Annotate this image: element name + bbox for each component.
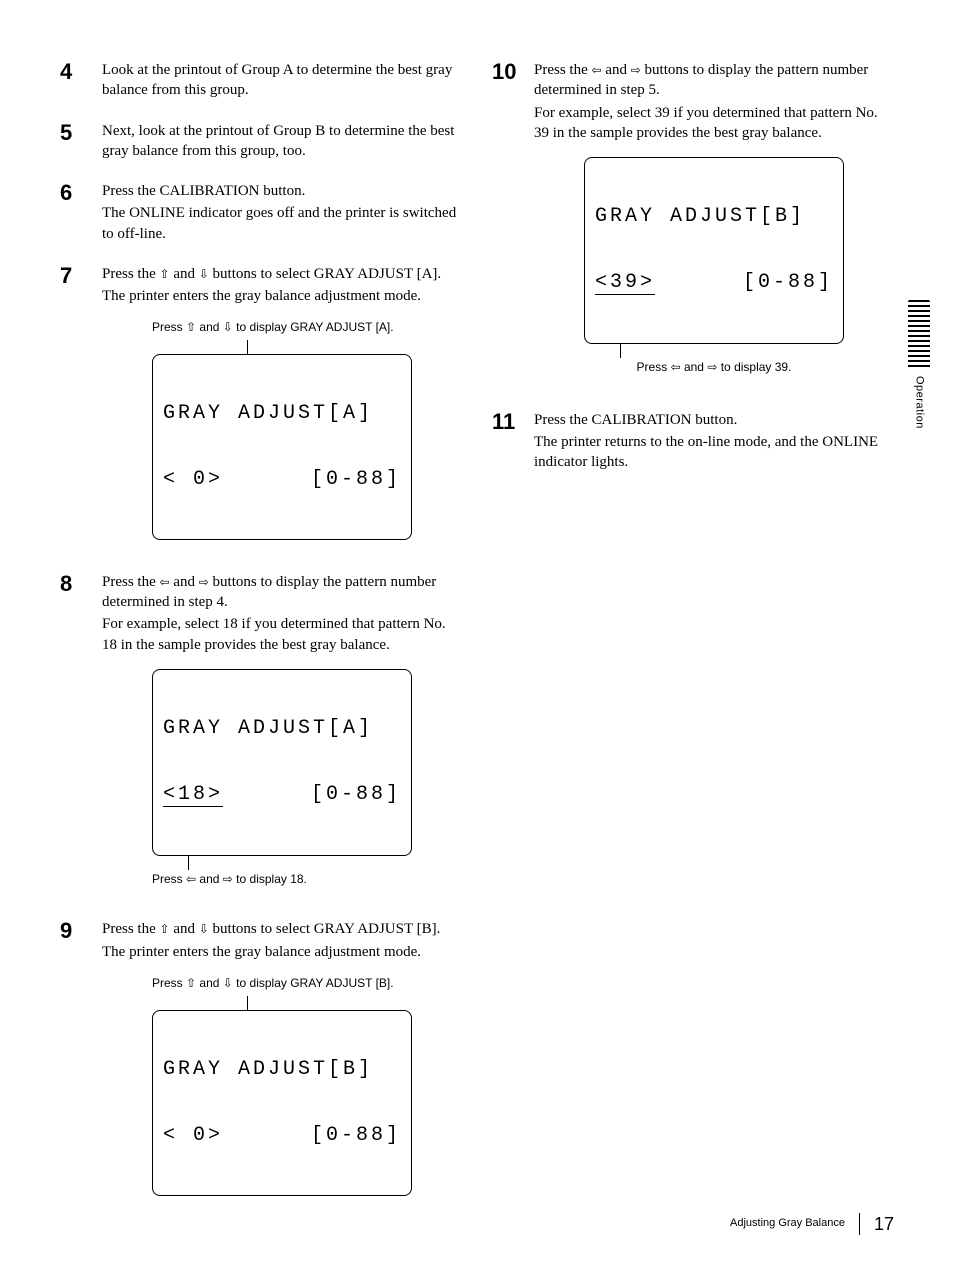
- step-body: Next, look at the printout of Group B to…: [102, 121, 462, 164]
- lcd-range: [0-88]: [743, 272, 833, 295]
- lcd-display: GRAY ADJUST[B] <39> [0-88]: [584, 157, 844, 344]
- diagram-caption: Press ⇦ and ⇨ to display 39.: [584, 360, 844, 376]
- footer-section-title: Adjusting Gray Balance: [730, 1216, 845, 1231]
- up-arrow-icon: ⇧: [186, 976, 196, 992]
- left-arrow-icon: ⇦: [160, 574, 170, 590]
- step-body: Press the ⇧ and ⇩ buttons to select GRAY…: [102, 919, 462, 1201]
- lcd-line1: GRAY ADJUST[B]: [595, 206, 833, 228]
- lcd-diagram-9: Press ⇧ and ⇩ to display GRAY ADJUST [B]…: [152, 976, 412, 1196]
- step-number: 9: [60, 919, 102, 1201]
- diagram-caption: Press ⇧ and ⇩ to display GRAY ADJUST [A]…: [152, 320, 412, 336]
- tab-stripes-icon: [908, 300, 930, 370]
- lcd-line1: GRAY ADJUST[A]: [163, 403, 401, 425]
- step-text: Press the ⇧ and ⇩ buttons to select GRAY…: [102, 264, 462, 284]
- right-arrow-icon: ⇨: [223, 872, 233, 888]
- step-number: 7: [60, 264, 102, 546]
- step-10: 10 Press the ⇦ and ⇨ buttons to display …: [492, 60, 894, 382]
- side-thumb-tab: Operation: [908, 300, 930, 429]
- step-number: 11: [492, 410, 534, 475]
- pointer-line: [152, 996, 412, 1010]
- step-text: Press the CALIBRATION button.: [534, 410, 894, 430]
- lcd-diagram-10: GRAY ADJUST[B] <39> [0-88] Press ⇦ and ⇨ …: [584, 157, 844, 376]
- step-5: 5 Next, look at the printout of Group B …: [60, 121, 462, 164]
- lcd-value: < 0>: [163, 1125, 223, 1147]
- lcd-range: [0-88]: [311, 1125, 401, 1147]
- step-9: 9 Press the ⇧ and ⇩ buttons to select GR…: [60, 919, 462, 1201]
- step-number: 8: [60, 572, 102, 894]
- step-text: Look at the printout of Group A to deter…: [102, 60, 462, 101]
- lcd-diagram-7: Press ⇧ and ⇩ to display GRAY ADJUST [A]…: [152, 320, 412, 540]
- pointer-line: [152, 340, 412, 354]
- lcd-line1: GRAY ADJUST[B]: [163, 1059, 401, 1081]
- lcd-range: [0-88]: [311, 469, 401, 491]
- step-text: The printer enters the gray balance adju…: [102, 942, 462, 962]
- diagram-caption: Press ⇦ and ⇨ to display 18.: [152, 872, 412, 888]
- step-text: Press the ⇦ and ⇨ buttons to display the…: [534, 60, 894, 101]
- step-text: For example, select 18 if you determined…: [102, 614, 462, 655]
- lcd-line1: GRAY ADJUST[A]: [163, 718, 401, 740]
- lcd-value: < 0>: [163, 469, 223, 491]
- step-text: Press the CALIBRATION button.: [102, 181, 462, 201]
- left-column: 4 Look at the printout of Group A to det…: [60, 60, 462, 1220]
- pointer-line: [584, 344, 844, 358]
- step-11: 11 Press the CALIBRATION button. The pri…: [492, 410, 894, 475]
- down-arrow-icon: ⇩: [199, 266, 209, 282]
- lcd-value: <39>: [595, 272, 655, 295]
- diagram-caption: Press ⇧ and ⇩ to display GRAY ADJUST [B]…: [152, 976, 412, 992]
- lcd-diagram-8: GRAY ADJUST[A] <18> [0-88] Press ⇦ and ⇨ …: [152, 669, 412, 888]
- page-footer: Adjusting Gray Balance 17: [730, 1212, 894, 1236]
- lcd-range: [0-88]: [311, 784, 401, 807]
- lcd-display: GRAY ADJUST[A] < 0> [0-88]: [152, 354, 412, 540]
- lcd-value: <18>: [163, 784, 223, 807]
- up-arrow-icon: ⇧: [160, 921, 170, 937]
- step-6: 6 Press the CALIBRATION button. The ONLI…: [60, 181, 462, 246]
- step-body: Press the ⇦ and ⇨ buttons to display the…: [102, 572, 462, 894]
- down-arrow-icon: ⇩: [223, 976, 233, 992]
- lcd-display: GRAY ADJUST[B] < 0> [0-88]: [152, 1010, 412, 1196]
- right-arrow-icon: ⇨: [199, 574, 209, 590]
- footer-separator: [859, 1213, 860, 1235]
- step-body: Press the ⇦ and ⇨ buttons to display the…: [534, 60, 894, 382]
- step-number: 10: [492, 60, 534, 382]
- step-text: The printer enters the gray balance adju…: [102, 286, 462, 306]
- up-arrow-icon: ⇧: [160, 266, 170, 282]
- left-arrow-icon: ⇦: [186, 872, 196, 888]
- footer-page-number: 17: [874, 1212, 894, 1236]
- step-number: 5: [60, 121, 102, 164]
- up-arrow-icon: ⇧: [186, 320, 196, 336]
- step-text: Press the ⇦ and ⇨ buttons to display the…: [102, 572, 462, 613]
- step-number: 4: [60, 60, 102, 103]
- right-arrow-icon: ⇨: [631, 62, 641, 78]
- step-body: Look at the printout of Group A to deter…: [102, 60, 462, 103]
- lcd-display: GRAY ADJUST[A] <18> [0-88]: [152, 669, 412, 856]
- step-text: The printer returns to the on-line mode,…: [534, 432, 894, 473]
- step-8: 8 Press the ⇦ and ⇨ buttons to display t…: [60, 572, 462, 894]
- down-arrow-icon: ⇩: [199, 921, 209, 937]
- left-arrow-icon: ⇦: [592, 62, 602, 78]
- step-body: Press the CALIBRATION button. The ONLINE…: [102, 181, 462, 246]
- step-text: Next, look at the printout of Group B to…: [102, 121, 462, 162]
- left-arrow-icon: ⇦: [671, 360, 681, 376]
- step-text: For example, select 39 if you determined…: [534, 103, 894, 144]
- side-tab-label: Operation: [912, 376, 927, 429]
- step-4: 4 Look at the printout of Group A to det…: [60, 60, 462, 103]
- right-column: 10 Press the ⇦ and ⇨ buttons to display …: [492, 60, 894, 1220]
- step-text: Press the ⇧ and ⇩ buttons to select GRAY…: [102, 919, 462, 939]
- down-arrow-icon: ⇩: [223, 320, 233, 336]
- right-arrow-icon: ⇨: [707, 360, 717, 376]
- pointer-line: [152, 856, 412, 870]
- step-body: Press the ⇧ and ⇩ buttons to select GRAY…: [102, 264, 462, 546]
- step-7: 7 Press the ⇧ and ⇩ buttons to select GR…: [60, 264, 462, 546]
- step-number: 6: [60, 181, 102, 246]
- step-body: Press the CALIBRATION button. The printe…: [534, 410, 894, 475]
- step-text: The ONLINE indicator goes off and the pr…: [102, 203, 462, 244]
